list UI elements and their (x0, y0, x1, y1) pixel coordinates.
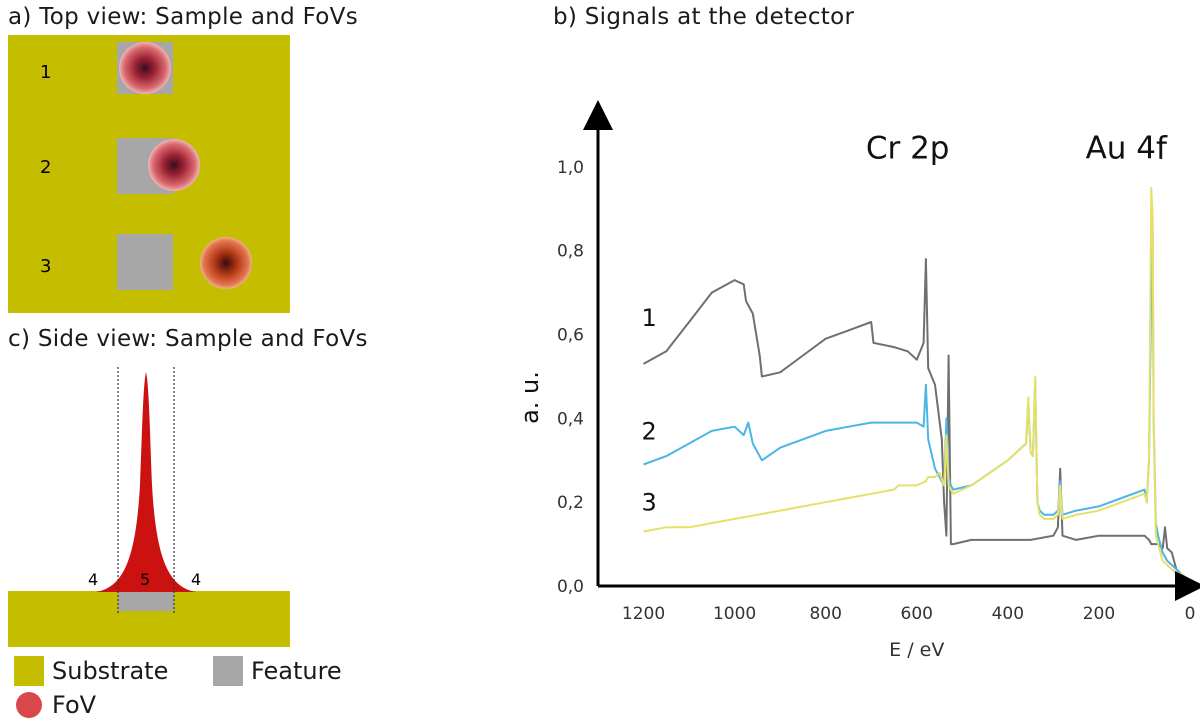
region-label-center: 5 (140, 570, 150, 589)
fov-spot-3 (200, 237, 252, 289)
x-tick-label: 200 (1083, 604, 1115, 624)
legend-fov: FoV (16, 691, 96, 719)
peak-label-au-4f: Au 4f (1086, 131, 1168, 167)
fov-spot-1 (119, 42, 171, 94)
feature-square-3 (117, 234, 173, 290)
series-2-line (643, 228, 1189, 583)
y-tick-label: 0,6 (557, 326, 584, 346)
substrate-swatch (14, 656, 44, 686)
legend-feature: Feature (213, 656, 342, 686)
y-tick-label: 0,0 (557, 577, 584, 597)
x-axis-label: E / eV (889, 639, 944, 661)
y-tick-label: 0,2 (557, 493, 584, 513)
y-tick-label: 1,0 (557, 158, 584, 178)
series-3-label: 3 (642, 489, 657, 517)
legend-substrate: Substrate (14, 656, 168, 686)
row-label-1: 1 (40, 62, 51, 83)
series-1-label: 1 (642, 304, 657, 332)
region-label-left: 4 (88, 570, 98, 589)
x-tick-label: 400 (992, 604, 1024, 624)
series-3-line (643, 186, 1189, 583)
panel-c-title: c) Side view: Sample and FoVs (8, 326, 368, 352)
feature-side (118, 591, 174, 611)
series-2-label: 2 (642, 417, 657, 445)
row-label-3: 3 (40, 256, 51, 277)
feature-swatch (213, 656, 243, 686)
peak-label-cr-2p: Cr 2p (866, 131, 950, 167)
x-tick-label: 1000 (713, 604, 756, 624)
fov-intensity-profile (96, 372, 196, 592)
legend-feature-label: Feature (251, 657, 342, 685)
legend-substrate-label: Substrate (52, 657, 169, 685)
series-1-line (643, 258, 1189, 583)
row-label-2: 2 (40, 157, 51, 178)
y-tick-label: 0,8 (557, 242, 584, 262)
y-axis-label: a. u. (516, 371, 544, 424)
x-tick-label: 800 (809, 604, 841, 624)
fov-spot-2 (148, 139, 200, 191)
panel-a-title: a) Top view: Sample and FoVs (8, 4, 358, 30)
region-label-right: 4 (191, 570, 201, 589)
x-tick-label: 600 (901, 604, 933, 624)
x-tick-label: 1200 (622, 604, 665, 624)
panel-b-title: b) Signals at the detector (553, 4, 855, 30)
top-view-diagram: 1 2 3 (8, 35, 290, 313)
fov-swatch (16, 692, 42, 718)
spectrum-chart: 0,0 0,2 0,4 0,6 0,8 1,0 1200 1000 800 600 400 200 0 E… (516, 100, 1200, 661)
side-view-diagram: 4 5 4 (8, 367, 290, 647)
x-tick-label: 0 (1185, 604, 1196, 624)
legend-fov-label: FoV (52, 691, 97, 719)
y-tick-label: 0,4 (557, 409, 584, 429)
